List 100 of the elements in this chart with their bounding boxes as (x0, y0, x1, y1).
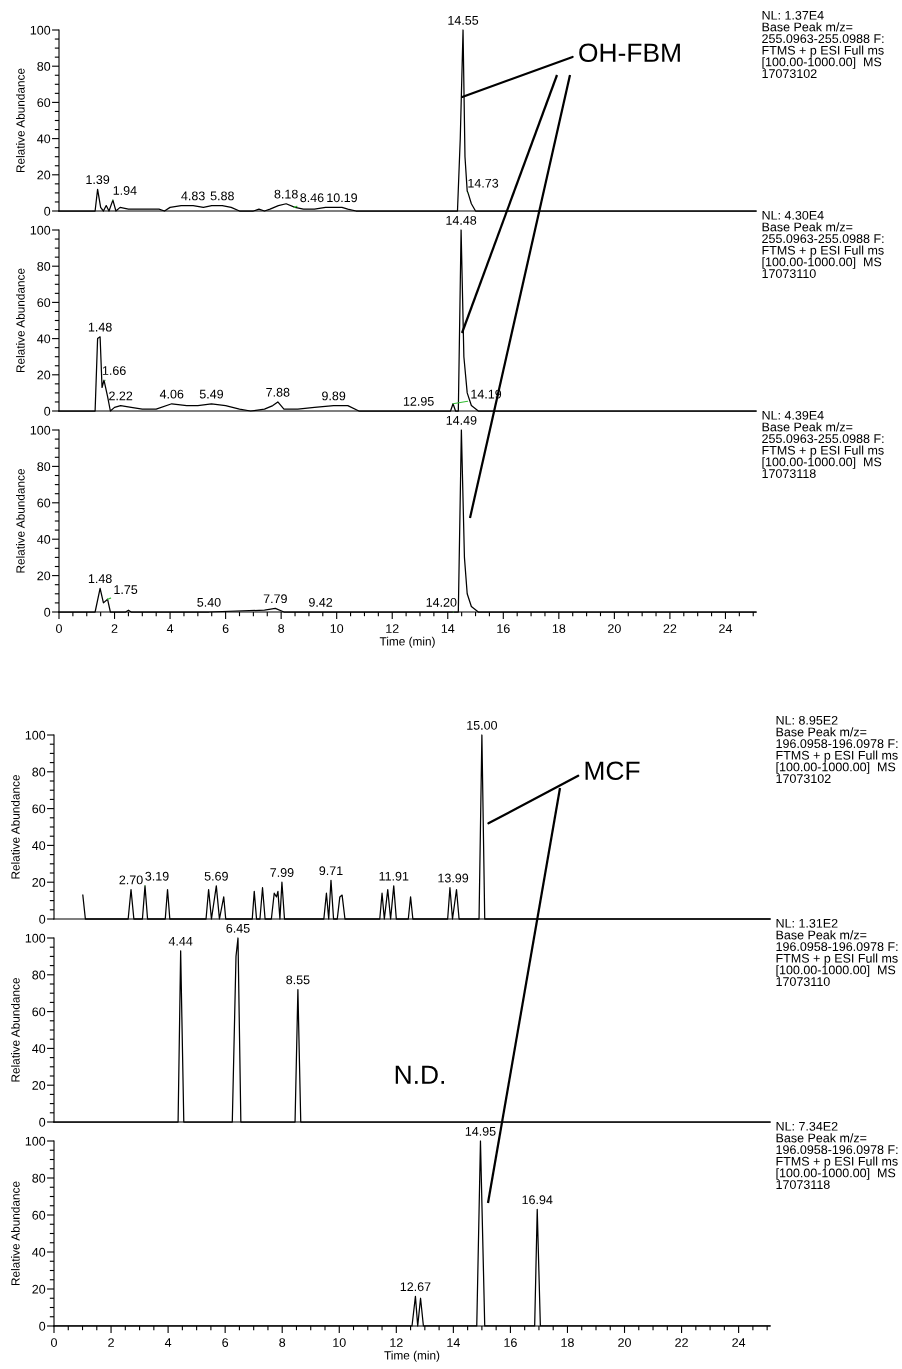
y-tick-label: 0 (44, 206, 51, 216)
y-tick-label: 40 (32, 1247, 46, 1257)
annotation: 5.40 (197, 597, 221, 607)
y-tick-label: 40 (37, 535, 51, 544)
annotation: 5.49 (199, 389, 224, 399)
annotation: 13.99 (438, 873, 469, 883)
y-axis-title: Relative Abundance (16, 469, 25, 573)
y-tick-label: 0 (44, 406, 51, 416)
text: NL: 8.95E2 Base Peak m/z= 196.0958-196.0978 F: FTMS + p ESI Full ms [100.00-1000.00] MS 17073102 (776, 715, 898, 783)
x-tick-label: 14 (447, 1338, 460, 1347)
annotation: 7.99 (270, 868, 294, 877)
y-tick-label: 100 (25, 1136, 46, 1146)
annotation: 1.48 (88, 574, 112, 584)
y-tick-label: 100 (30, 225, 51, 235)
x-tick-label: 20 (608, 624, 621, 633)
annotation: 3.19 (145, 871, 169, 881)
y-axis-title: Relative Abundance (16, 268, 25, 373)
y-tick-label: 40 (37, 334, 51, 344)
text: NL: 4.30E4 Base Peak m/z= 255.0963-255.0988 F: FTMS + p ESI Full ms [100.00-1000.00] MS 17073110 (762, 210, 884, 278)
x-tick-label: 20 (618, 1338, 631, 1347)
annotation: 16.94 (522, 1195, 553, 1205)
annotation: 10.19 (327, 193, 358, 203)
y-tick-label: 40 (32, 1044, 46, 1054)
y-axis-title: Relative Abundance (11, 978, 20, 1082)
y-tick-label: 0 (39, 914, 46, 924)
annotation: 4.83 (181, 191, 205, 201)
x-tick-label: 10 (330, 624, 344, 633)
x-tick-label: 6 (222, 624, 229, 633)
annotation: 9.71 (319, 866, 343, 876)
annotation: 14.73 (468, 178, 499, 188)
annotation: 2.22 (109, 391, 133, 401)
y-tick-label: 0 (44, 607, 51, 617)
y-tick-label: 20 (37, 571, 51, 581)
y-tick-label: 100 (30, 425, 51, 435)
y-tick-label: 60 (37, 498, 51, 508)
annotation: 8.46 (300, 193, 324, 203)
y-tick-label: 0 (39, 1321, 46, 1331)
x-tick-label: 4 (164, 1338, 172, 1347)
annotation: 12.67 (400, 1282, 431, 1292)
x-tick-label: 22 (663, 624, 677, 633)
annotation: 1.39 (86, 175, 110, 185)
y-tick-label: 80 (32, 970, 46, 980)
y-tick-label: 80 (32, 767, 46, 777)
text: NL: 1.31E2 Base Peak m/z= 196.0958-196.0978 F: FTMS + p ESI Full ms [100.00-1000.00] MS 17073110 (776, 918, 898, 986)
y-tick-label: 60 (37, 98, 51, 108)
annotation: 14.49 (446, 415, 477, 425)
annotation: 9.89 (322, 391, 346, 401)
annotation: 12.95 (403, 396, 434, 406)
y-tick-label: 20 (32, 1081, 46, 1090)
annotation: 11.91 (379, 871, 409, 881)
annotation: 4.44 (168, 936, 193, 946)
annotation: OH-FBM (579, 43, 680, 63)
annotation: 9.42 (309, 597, 333, 607)
y-tick-label: 20 (37, 370, 51, 380)
y-tick-label: 100 (30, 25, 51, 35)
x-tick-label: 16 (497, 624, 510, 633)
annotation: 7.79 (263, 594, 287, 604)
x-tick-label: 10 (333, 1338, 346, 1347)
annotation: 14.55 (448, 16, 479, 25)
x-tick-label: 24 (732, 1338, 746, 1347)
x-tick-label: 2 (111, 624, 118, 633)
y-tick-label: 100 (25, 933, 46, 943)
text: NL: 4.39E4 Base Peak m/z= 255.0963-255.0988 F: FTMS + p ESI Full ms [100.00-1000.00] MS 17073118 (762, 410, 884, 478)
annotation: 8.18 (274, 189, 298, 199)
x-tick-label: 8 (278, 624, 285, 633)
y-tick-label: 60 (32, 804, 46, 814)
x-tick-label: 12 (386, 624, 399, 633)
text: NL: 7.34E2 Base Peak m/z= 196.0958-196.0978 F: FTMS + p ESI Full ms [100.00-1000.00] MS 17073118 (776, 1121, 898, 1189)
annotation: 2.70 (119, 875, 143, 885)
x-tick-label: 8 (279, 1338, 286, 1347)
y-tick-label: 60 (32, 1210, 46, 1220)
annotation: MCF (585, 761, 640, 781)
y-tick-label: 80 (37, 462, 51, 472)
x-tick-label: 4 (166, 624, 174, 633)
y-tick-label: 20 (37, 170, 51, 180)
y-tick-label: 80 (32, 1173, 46, 1183)
annotation: 6.45 (226, 923, 250, 933)
y-tick-label: 40 (37, 134, 51, 144)
x-tick-label: 0 (56, 624, 62, 633)
annotation: 5.88 (210, 191, 234, 201)
annotation: 7.88 (266, 387, 290, 397)
y-tick-label: 60 (32, 1007, 46, 1017)
y-axis-title: Relative Abundance (11, 1181, 20, 1286)
annotation: 1.66 (102, 366, 126, 375)
annotation: 8.55 (286, 975, 310, 985)
y-axis-title: Relative Abundance (16, 68, 25, 173)
annotation: 4.06 (159, 389, 184, 399)
x-tick-label: 24 (719, 624, 733, 633)
annotation: 1.75 (114, 585, 138, 595)
x-axis-title: Time (min) (384, 1350, 440, 1362)
annotation: 5.69 (204, 871, 228, 881)
y-tick-label: 20 (32, 878, 46, 887)
annotation: 15.00 (467, 720, 498, 730)
y-axis-title: Relative Abundance (11, 775, 20, 879)
x-tick-label: 6 (222, 1338, 229, 1347)
annotation: 14.95 (465, 1126, 496, 1136)
x-tick-label: 18 (552, 624, 566, 633)
x-axis-title: Time (min) (379, 636, 435, 648)
x-tick-label: 14 (441, 624, 455, 633)
text: NL: 1.37E4 Base Peak m/z= 255.0963-255.0988 F: FTMS + p ESI Full ms [100.00-1000.00] MS 17073102 (762, 10, 884, 78)
